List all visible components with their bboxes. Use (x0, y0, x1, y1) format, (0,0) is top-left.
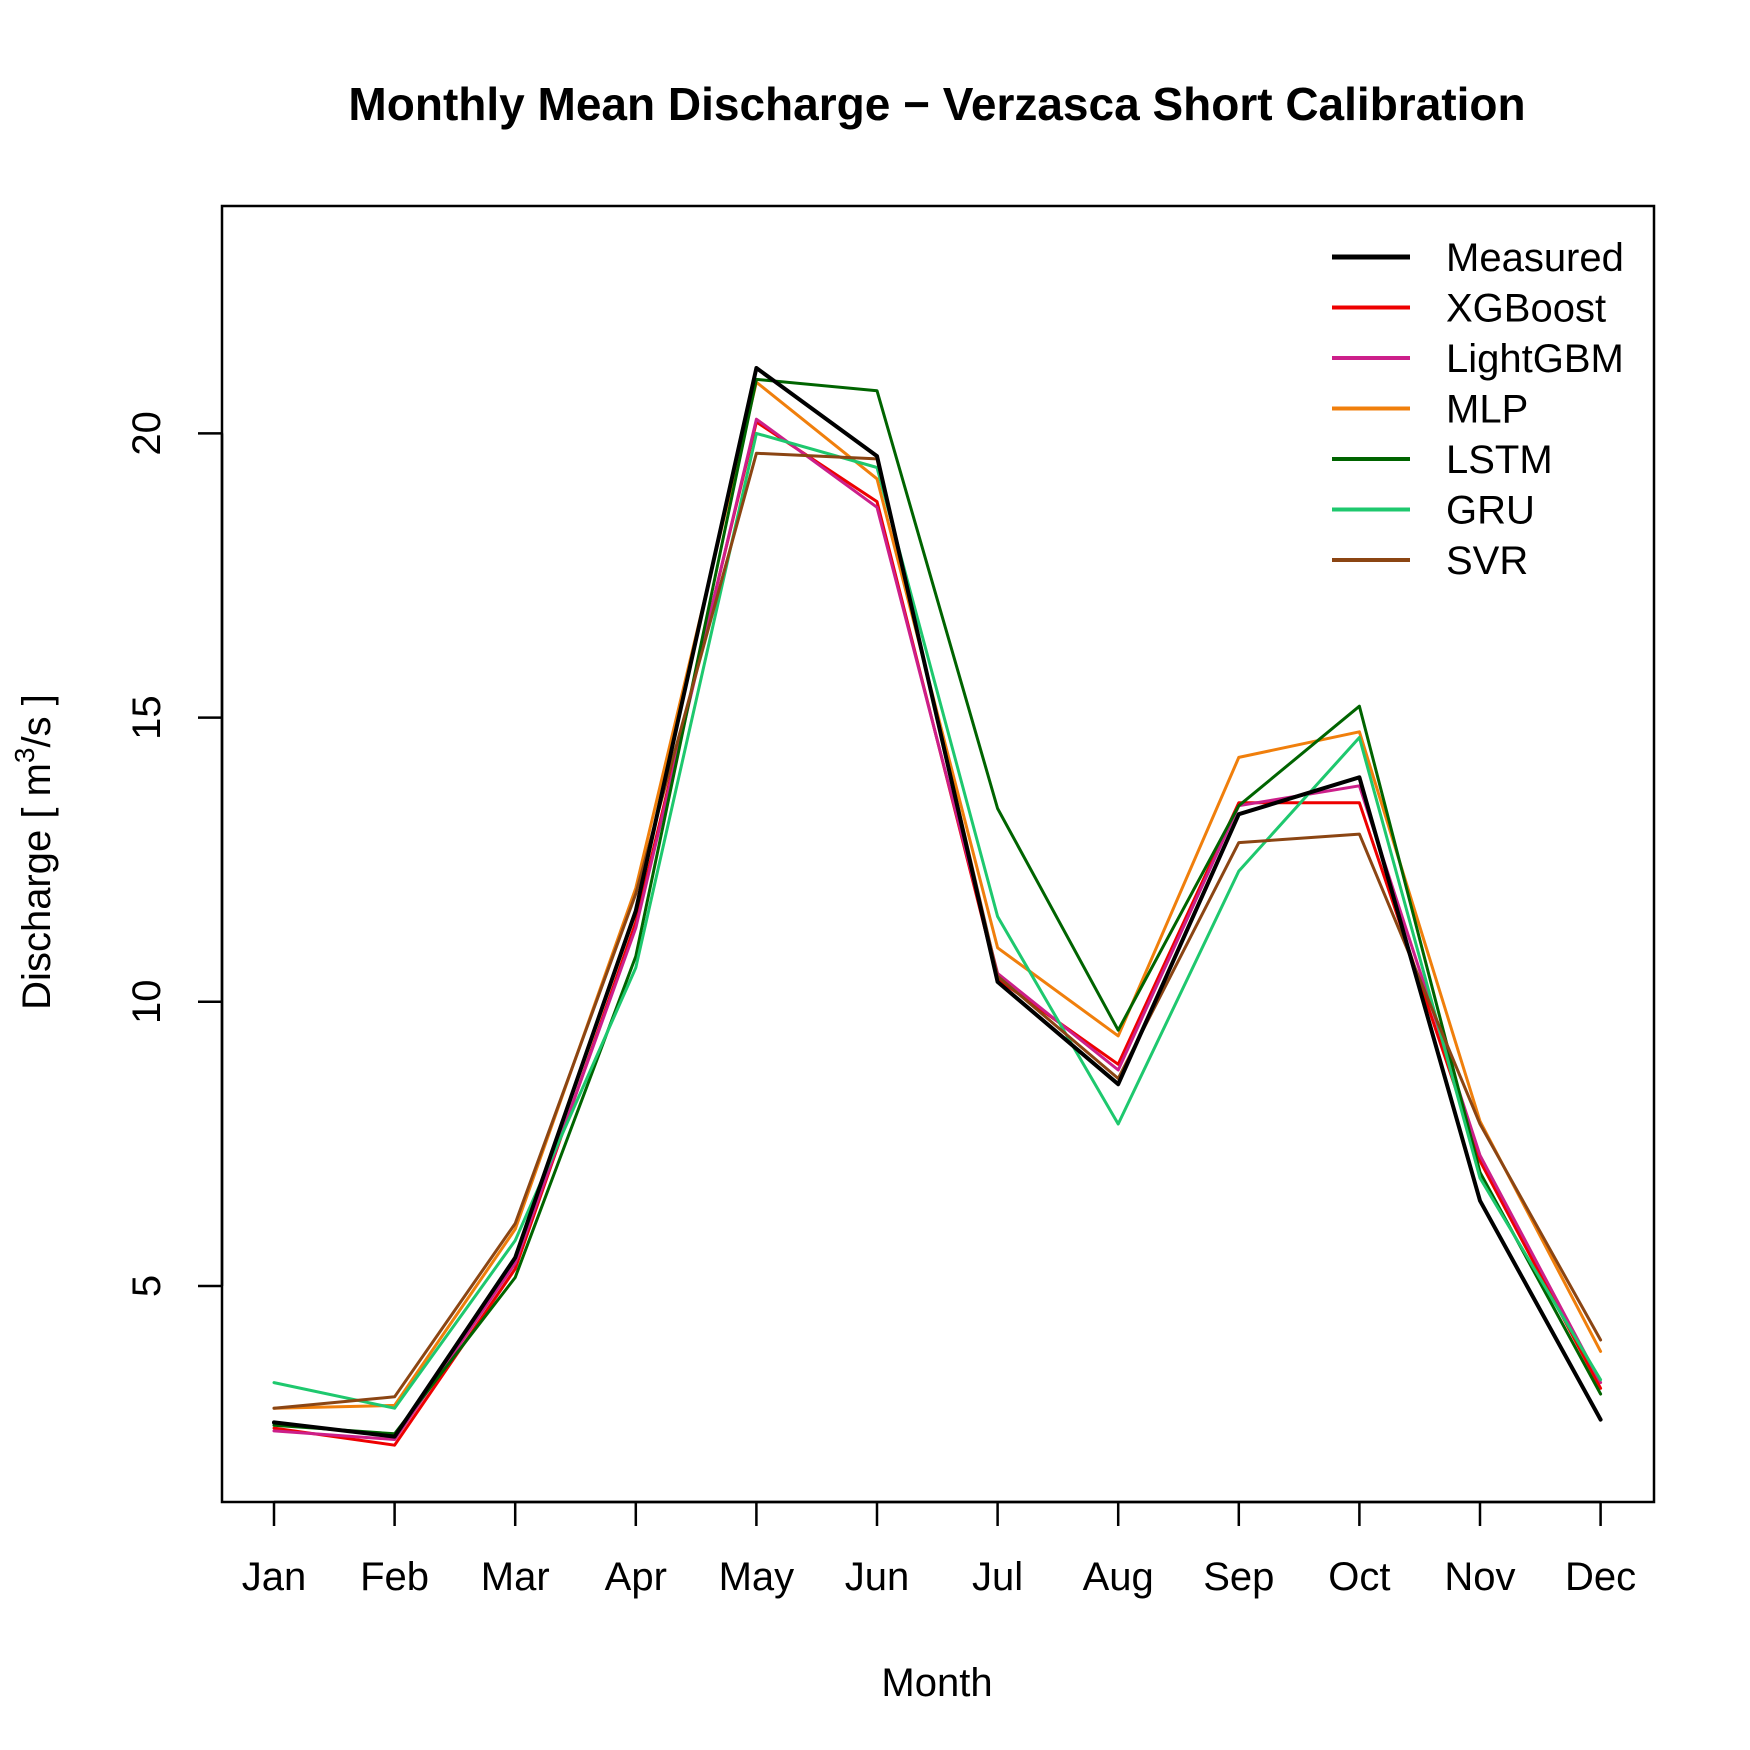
legend: Measured XGBoost LightGBM MLP LSTM GRU SVR (1332, 236, 1624, 583)
x-tick-label: Sep (1203, 1555, 1274, 1599)
legend-label-lightgbm: LightGBM (1446, 337, 1624, 381)
x-tick-label: Jan (242, 1555, 307, 1599)
x-tick-label: Jul (972, 1555, 1023, 1599)
y-axis-label-prefix: Discharge [ m (15, 763, 59, 1010)
x-tick-label: Aug (1083, 1555, 1154, 1599)
y-tick-label: 15 (125, 695, 169, 740)
y-tick-label: 5 (125, 1275, 169, 1297)
x-tick-label: May (719, 1555, 795, 1599)
x-tick-label: Oct (1328, 1555, 1390, 1599)
legend-label-mlp: MLP (1446, 388, 1528, 432)
legend-label-measured: Measured (1446, 236, 1624, 280)
x-tick-label: Nov (1444, 1555, 1515, 1599)
x-axis: Jan Feb Mar Apr May Jun Jul Aug Sep Oct Nov Dec (242, 1500, 1636, 1599)
chart-title: Monthly Mean Discharge − Verzasca Short … (348, 78, 1525, 130)
y-axis: 5 10 15 20 (125, 411, 224, 1297)
y-axis-label-suffix: /s ] (15, 694, 59, 747)
y-axis-label: Discharge [ m3/s ] (9, 694, 59, 1010)
y-tick-label: 20 (125, 411, 169, 456)
y-axis-label-sup: 3 (9, 748, 40, 764)
x-axis-label: Month (881, 1661, 992, 1705)
legend-label-svr: SVR (1446, 539, 1528, 583)
x-tick-label: Apr (605, 1555, 667, 1599)
x-tick-label: Mar (481, 1555, 550, 1599)
x-tick-label: Feb (360, 1555, 429, 1599)
series-line-gru (272, 431, 1603, 1410)
x-tick-label: Dec (1565, 1555, 1636, 1599)
legend-label-gru: GRU (1446, 489, 1535, 533)
legend-label-lstm: LSTM (1446, 438, 1553, 482)
legend-label-xgboost: XGBoost (1446, 287, 1606, 331)
series-line-lstm (272, 377, 1603, 1436)
x-tick-label: Jun (845, 1555, 910, 1599)
plot-frame (220, 204, 1656, 1504)
y-tick-label: 10 (125, 980, 169, 1025)
series-lines (272, 366, 1603, 1447)
series-line-measured (272, 366, 1603, 1439)
